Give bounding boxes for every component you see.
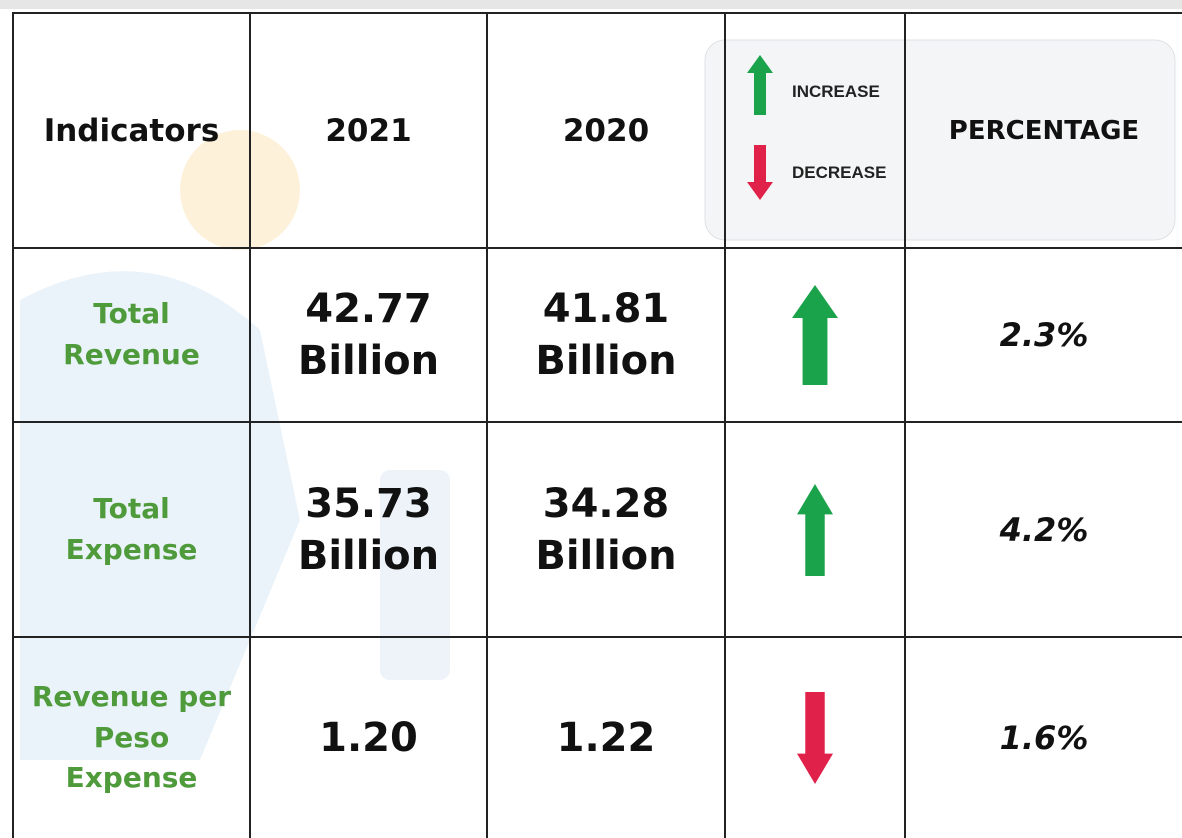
- rule: [12, 247, 1182, 249]
- indicator: Total Expense: [65, 491, 198, 566]
- arrow-icon: [797, 483, 833, 576]
- indicator: Total Revenue: [63, 297, 200, 371]
- legend-decrease: DECREASE: [792, 163, 887, 182]
- value-2021: 1.20: [319, 715, 418, 761]
- arrow: [792, 285, 838, 385]
- rule: [904, 12, 906, 838]
- arrow: [797, 483, 833, 576]
- header-cell: 2021: [325, 112, 412, 149]
- arrow-icon: [792, 285, 838, 385]
- indicator: Revenue per Peso Expense: [31, 680, 232, 795]
- percentage: 1.6%: [999, 719, 1089, 757]
- value-2021: 35.73 Billion: [297, 480, 440, 579]
- rule: [12, 421, 1182, 423]
- arrow-icon: [797, 692, 833, 784]
- header-cell: PERCENTAGE: [948, 115, 1140, 146]
- percentage: 4.2%: [999, 510, 1089, 549]
- legend-arrows: [747, 55, 773, 200]
- arrow: [797, 692, 833, 784]
- value-2020: 1.22: [556, 715, 656, 761]
- value-2021: 42.77 Billion: [297, 286, 440, 384]
- rule: [724, 12, 726, 838]
- header-cell: 2020: [562, 112, 650, 149]
- direction-arrow: [726, 249, 904, 421]
- rule: [12, 12, 1182, 14]
- rule: [12, 636, 1182, 638]
- legend-increase: INCREASE: [792, 82, 880, 101]
- direction-arrow: [726, 638, 904, 838]
- rule: [486, 12, 488, 838]
- percentage: 2.3%: [999, 316, 1089, 354]
- direction-arrow: [726, 423, 904, 636]
- value-2020: 41.81 Billion: [535, 286, 677, 384]
- header-cell: Indicators: [43, 112, 220, 149]
- top-bar: [0, 0, 1182, 9]
- rule: [249, 12, 251, 838]
- value-2020: 34.28 Billion: [535, 480, 677, 579]
- rule: [12, 12, 14, 838]
